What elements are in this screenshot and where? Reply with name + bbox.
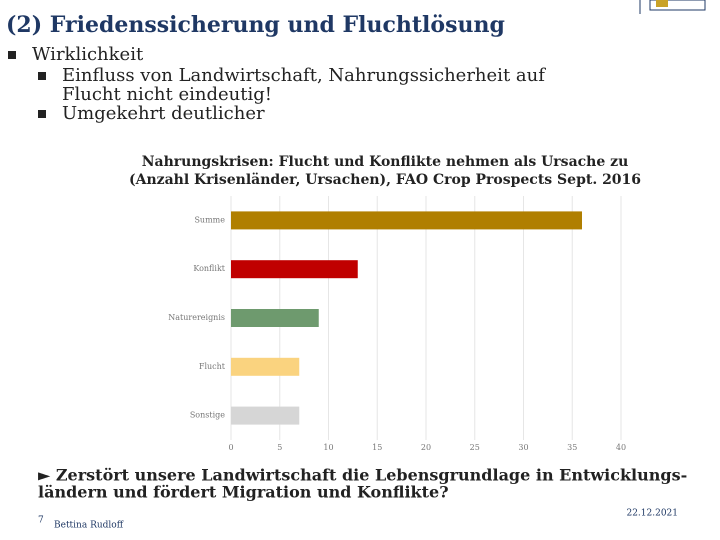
y-tick-label: Summe — [194, 215, 225, 224]
bullet-text: Flucht nicht eindeutig! — [62, 84, 272, 105]
bar — [231, 406, 300, 425]
bar — [231, 260, 358, 279]
bar — [231, 309, 319, 327]
x-tick-label: 30 — [518, 443, 528, 452]
conclusion-text: ► Zerstört unsere Landwirtschaft die Leb… — [38, 466, 687, 485]
x-tick-label: 10 — [323, 443, 333, 452]
bar — [231, 211, 582, 230]
x-tick-label: 15 — [372, 443, 382, 452]
bullet-text: Wirklichkeit — [32, 44, 144, 65]
x-tick-label: 40 — [616, 443, 626, 452]
chart-subtitle: (Anzahl Krisenländer, Ursachen), FAO Cro… — [129, 172, 641, 188]
bullet-marker — [38, 110, 46, 118]
x-tick-label: 20 — [421, 443, 431, 452]
bullet-marker — [8, 51, 16, 59]
conclusion-text: ländern und fördert Migration und Konfli… — [38, 483, 449, 502]
page-number: 7 — [38, 516, 44, 526]
bullet-text: Umgekehrt deutlicher — [62, 103, 265, 124]
logo — [649, 0, 706, 11]
y-tick-label: Sonstige — [190, 411, 225, 420]
author: Bettina Rudloff — [54, 521, 124, 531]
x-tick-label: 0 — [228, 443, 233, 452]
logo-mark — [656, 0, 668, 7]
y-tick-label: Flucht — [199, 362, 226, 371]
y-tick-label: Konflikt — [193, 264, 225, 273]
bar — [231, 357, 300, 376]
x-tick-label: 25 — [470, 443, 480, 452]
bullet-marker — [38, 72, 46, 80]
y-tick-label: Naturereignis — [168, 313, 225, 322]
chart-title: Nahrungskrisen: Flucht und Konflikte neh… — [142, 154, 629, 170]
bullet-text: Einfluss von Landwirtschaft, Nahrungssic… — [62, 65, 546, 86]
date: 22.12.2021 — [626, 509, 678, 519]
x-tick-label: 35 — [567, 443, 577, 452]
slide-title: (2) Friedenssicherung und Fluchtlösung — [6, 12, 505, 38]
x-tick-label: 5 — [277, 443, 282, 452]
